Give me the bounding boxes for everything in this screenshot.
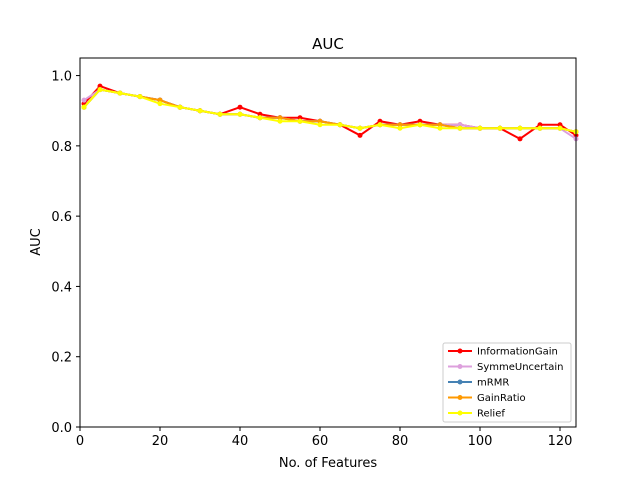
- data-point: [277, 118, 283, 124]
- data-point: [517, 136, 523, 142]
- legend-marker: [457, 379, 463, 385]
- legend-marker: [457, 364, 463, 369]
- data-point: [537, 125, 543, 131]
- legend-label: mRMR: [477, 378, 509, 389]
- data-point: [81, 104, 87, 110]
- data-point: [557, 122, 563, 128]
- y-tick-label: 1.0: [51, 70, 72, 85]
- data-point: [237, 104, 243, 110]
- data-point: [97, 87, 103, 93]
- data-point: [397, 125, 403, 131]
- x-tick-label: 20: [152, 434, 169, 449]
- data-point: [317, 118, 323, 124]
- data-point: [417, 122, 423, 128]
- plot-area: [81, 83, 579, 142]
- data-point: [377, 122, 383, 128]
- data-point: [537, 122, 543, 128]
- data-point: [117, 90, 123, 96]
- data-point: [557, 125, 563, 131]
- y-tick-label: 0.0: [51, 421, 72, 436]
- y-tick-label: 0.4: [51, 280, 72, 295]
- legend-marker: [457, 395, 463, 400]
- data-point: [417, 118, 423, 124]
- x-axis: 0 20 40 60 80 100 120: [76, 427, 573, 449]
- x-tick-label: 0: [76, 434, 84, 449]
- legend-label: SymmeUncertain: [477, 362, 563, 373]
- data-point: [137, 94, 143, 100]
- data-point: [457, 122, 463, 128]
- legend-label: Relief: [477, 409, 505, 420]
- data-point: [277, 115, 283, 121]
- x-tick-label: 120: [548, 434, 573, 449]
- data-point: [357, 132, 363, 138]
- legend-box: [442, 342, 572, 423]
- chart-title: AUC: [312, 35, 344, 53]
- data-point: [257, 115, 263, 121]
- data-point: [81, 97, 87, 103]
- data-point: [497, 125, 503, 131]
- legend: InformationGain SymmeUncertain mRMR GainRat…: [442, 342, 572, 423]
- data-point: [457, 125, 463, 131]
- data-point: [437, 122, 443, 128]
- series-line: [83, 88, 577, 133]
- data-point: [217, 111, 223, 117]
- data-point: [517, 125, 523, 131]
- legend-marker: [457, 410, 463, 416]
- data-point: [157, 97, 163, 103]
- y-axis: 0.0 0.2 0.4 0.6 0.8 1.0: [51, 70, 80, 436]
- legend-label: InformationGain: [477, 347, 558, 358]
- data-point: [317, 122, 323, 128]
- data-point: [477, 125, 483, 131]
- plot-frame: [79, 57, 577, 428]
- data-point: [197, 108, 203, 114]
- data-point: [257, 111, 263, 117]
- x-tick-label: 100: [468, 434, 493, 449]
- data-point: [177, 104, 183, 110]
- legend-label: GainRatio: [477, 393, 526, 404]
- data-point: [97, 83, 103, 89]
- data-point: [397, 122, 403, 128]
- y-tick-label: 0.2: [51, 351, 72, 366]
- x-tick-label: 80: [392, 434, 409, 449]
- x-axis-title: No. of Features: [279, 456, 378, 471]
- data-point: [157, 101, 163, 107]
- legend-marker: [457, 348, 463, 354]
- data-point: [297, 115, 303, 121]
- data-point: [337, 122, 343, 128]
- y-tick-label: 0.6: [51, 210, 72, 225]
- x-tick-label: 60: [312, 434, 329, 449]
- y-tick-label: 0.8: [51, 140, 72, 155]
- data-point: [377, 118, 383, 124]
- data-point: [437, 125, 443, 131]
- data-point: [357, 125, 363, 131]
- data-point: [297, 118, 303, 124]
- y-axis-title: AUC: [29, 228, 44, 256]
- data-point: [237, 111, 243, 117]
- x-tick-label: 40: [232, 434, 249, 449]
